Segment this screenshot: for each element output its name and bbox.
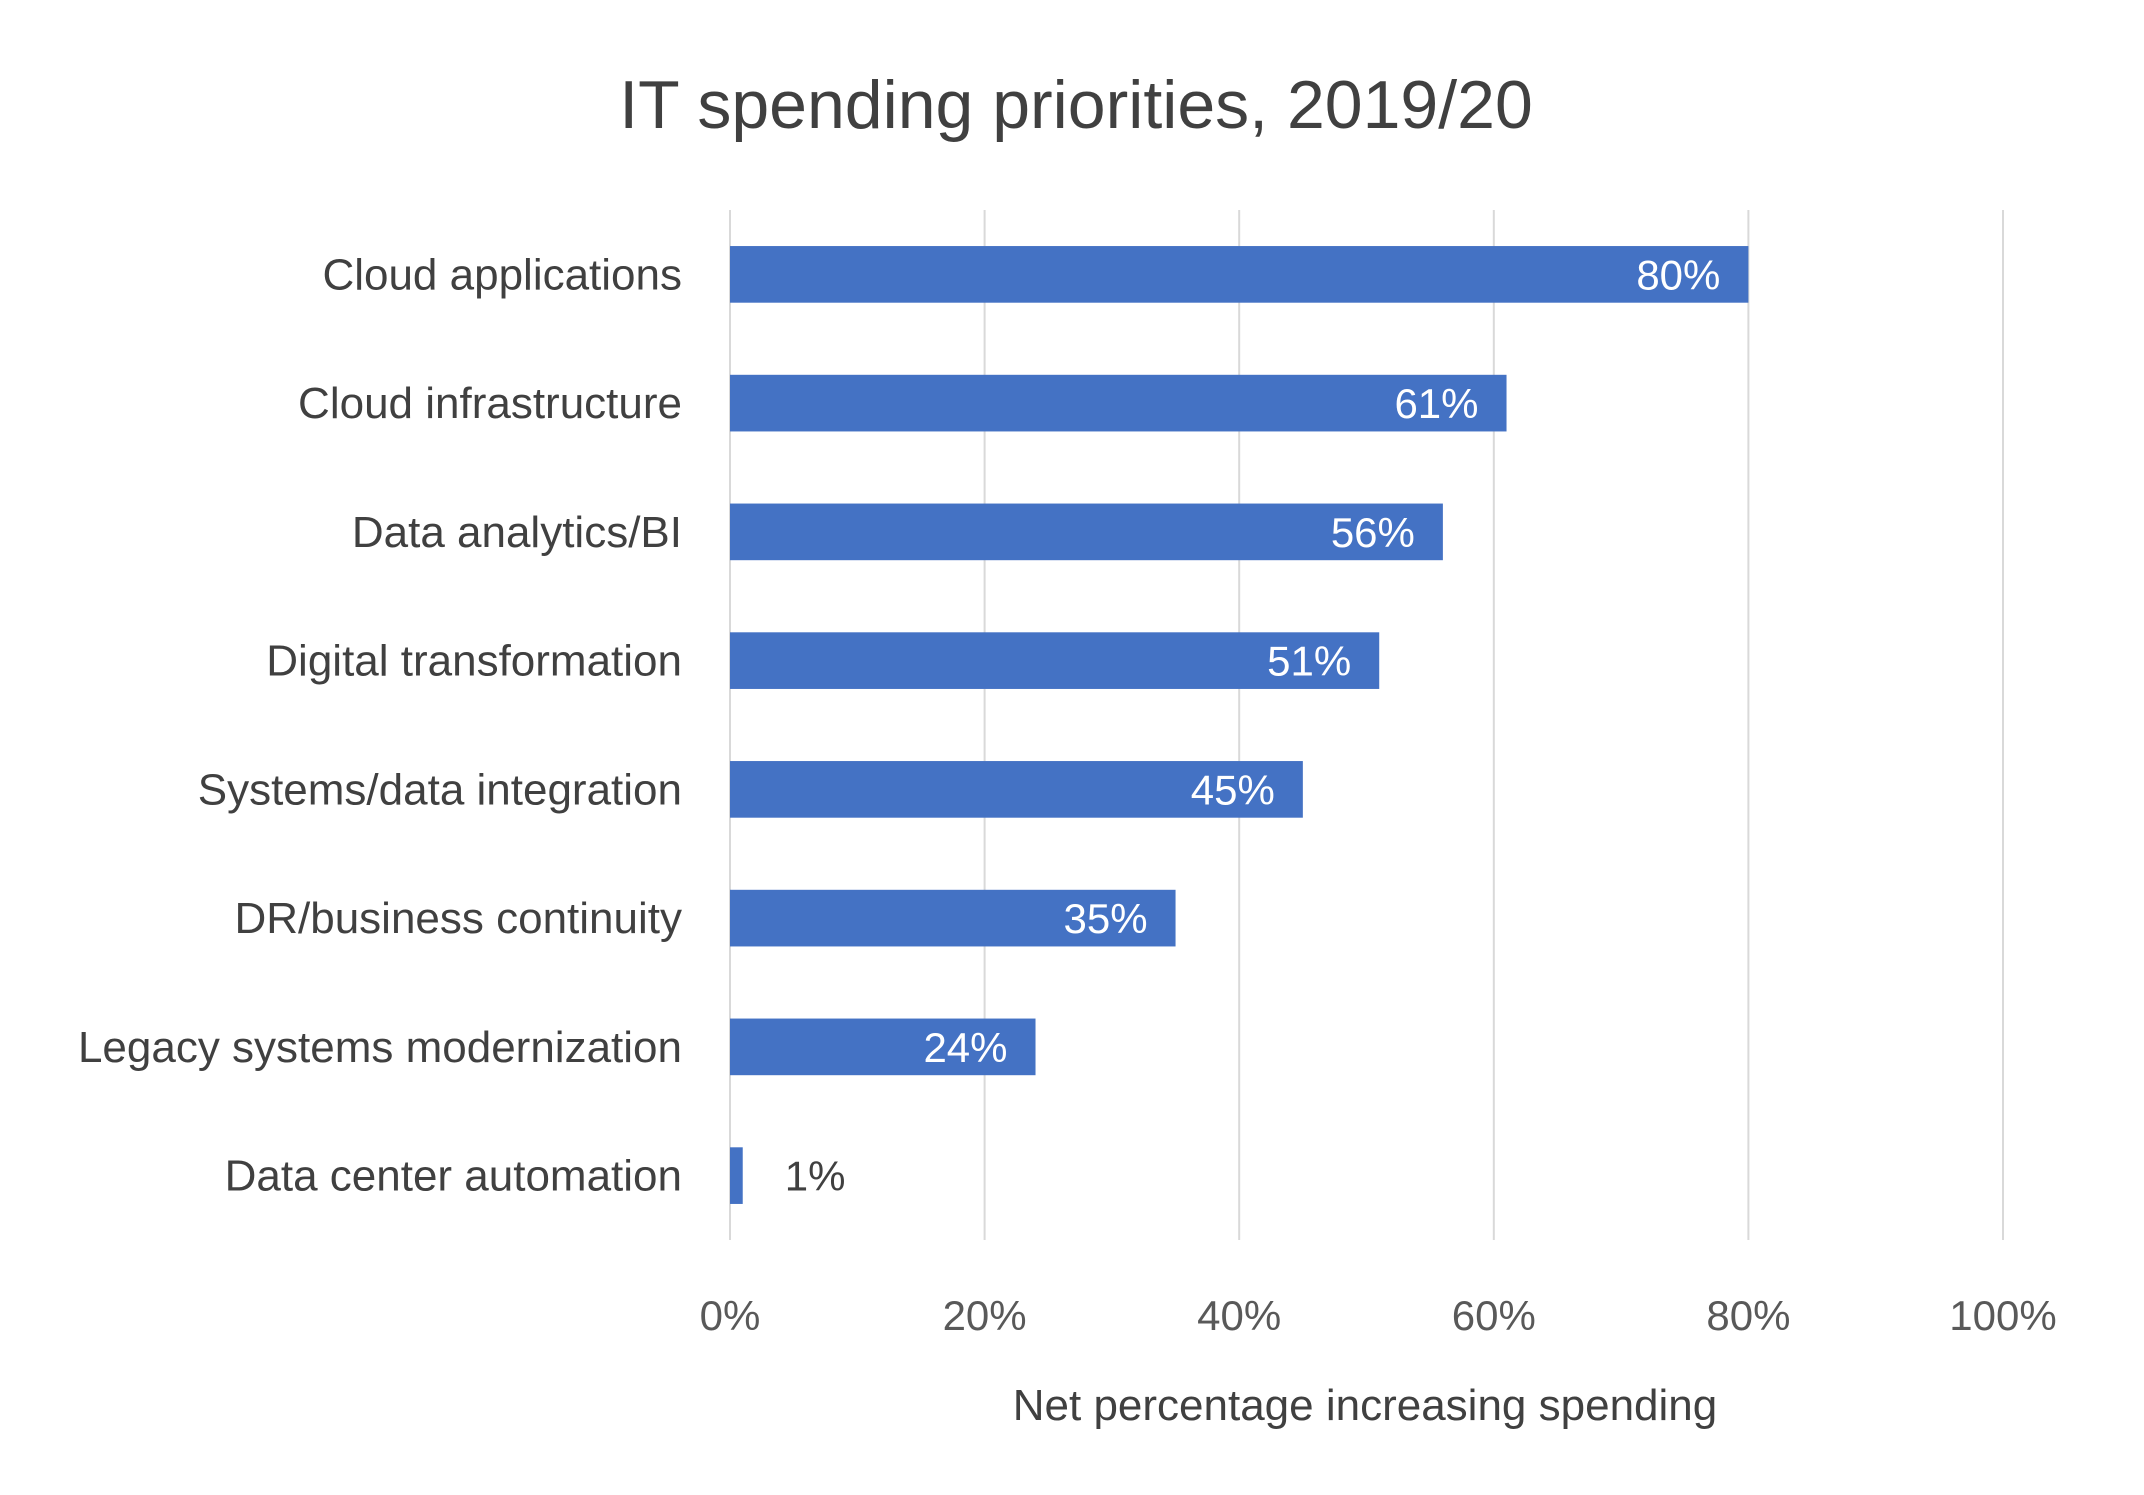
x-tick-label: 20% bbox=[943, 1292, 1027, 1339]
gridlines bbox=[729, 210, 2004, 1240]
bar bbox=[730, 1147, 743, 1204]
category-label: Cloud infrastructure bbox=[298, 379, 682, 428]
category-label: DR/business continuity bbox=[234, 894, 682, 943]
data-label: 35% bbox=[1063, 895, 1147, 942]
category-label: Cloud applications bbox=[322, 250, 682, 299]
category-label: Systems/data integration bbox=[198, 765, 682, 814]
data-label: 1% bbox=[785, 1153, 846, 1200]
bar bbox=[730, 374, 1507, 432]
data-labels: 80% 61% 56% 51% 45% 35% 24% 1% bbox=[785, 251, 1721, 1199]
x-axis-label: Net percentage increasing spending bbox=[1013, 1381, 1717, 1430]
data-label: 51% bbox=[1267, 638, 1351, 685]
x-tick-label: 100% bbox=[1949, 1292, 2056, 1339]
category-label: Legacy systems modernization bbox=[78, 1023, 682, 1072]
category-labels: Cloud applications Cloud infrastructure Da… bbox=[78, 250, 682, 1200]
bar bbox=[730, 1018, 1036, 1076]
data-label: 80% bbox=[1636, 251, 1720, 298]
x-axis-ticks: 0% 20% 40% 60% 80% 100% bbox=[700, 1292, 2057, 1339]
x-tick-label: 80% bbox=[1706, 1292, 1790, 1339]
category-label: Data analytics/BI bbox=[352, 508, 682, 557]
bar bbox=[730, 503, 1443, 561]
category-label: Data center automation bbox=[225, 1152, 682, 1201]
data-label: 24% bbox=[923, 1024, 1007, 1071]
bars bbox=[730, 246, 1749, 1204]
category-label: Digital transformation bbox=[266, 637, 682, 686]
bar bbox=[730, 246, 1749, 303]
data-label: 45% bbox=[1191, 766, 1275, 813]
chart-title: IT spending priorities, 2019/20 bbox=[619, 67, 1533, 143]
x-tick-label: 0% bbox=[700, 1292, 761, 1339]
x-tick-label: 40% bbox=[1197, 1292, 1281, 1339]
bar bbox=[730, 761, 1303, 818]
bar bbox=[730, 632, 1380, 689]
bar bbox=[730, 889, 1176, 947]
data-label: 61% bbox=[1394, 380, 1478, 427]
x-tick-label: 60% bbox=[1452, 1292, 1536, 1339]
data-label: 56% bbox=[1331, 509, 1415, 556]
